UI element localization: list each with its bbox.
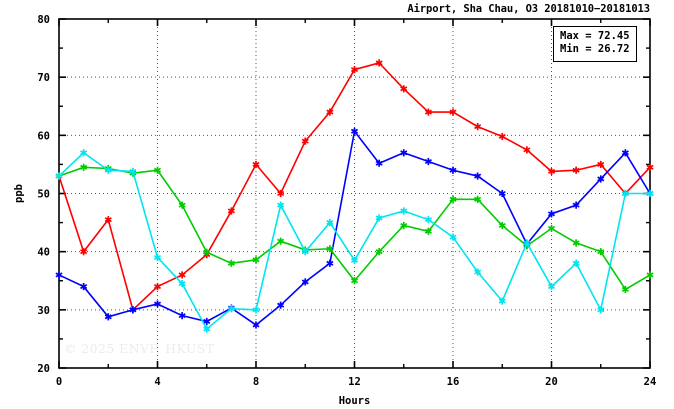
series-blue [55, 127, 654, 329]
axis-titles: Hours ppb [13, 184, 370, 407]
svg-text:16: 16 [447, 376, 460, 388]
svg-text:ppb: ppb [13, 184, 25, 203]
svg-text:50: 50 [37, 189, 50, 201]
min-label: Min = 26.72 [560, 43, 630, 56]
series-cyan [55, 149, 654, 333]
svg-text:4: 4 [154, 376, 160, 388]
svg-text:0: 0 [56, 376, 62, 388]
axis-tick-labels: 20 30 40 50 60 70 80 0 4 8 12 16 20 24 [37, 14, 656, 388]
svg-text:30: 30 [37, 305, 50, 317]
svg-text:40: 40 [37, 247, 50, 259]
svg-text:24: 24 [644, 376, 657, 388]
svg-text:12: 12 [348, 376, 361, 388]
svg-text:20: 20 [545, 376, 558, 388]
svg-text:60: 60 [37, 130, 50, 142]
watermark: © 2025 ENVF, HKUST [64, 341, 215, 356]
svg-text:20: 20 [37, 363, 50, 375]
svg-text:8: 8 [253, 376, 259, 388]
gridlines [59, 19, 650, 368]
max-label: Max = 72.45 [560, 30, 630, 42]
svg-text:Hours: Hours [339, 395, 371, 407]
svg-text:80: 80 [37, 14, 50, 26]
svg-text:70: 70 [37, 72, 50, 84]
stats-legend: Max = 72.45 Min = 26.72 [553, 26, 637, 62]
chart-title: Airport, Sha Chau, O3 20181010−20181013 [407, 3, 650, 15]
series-green [55, 163, 654, 294]
data-series [55, 59, 654, 333]
